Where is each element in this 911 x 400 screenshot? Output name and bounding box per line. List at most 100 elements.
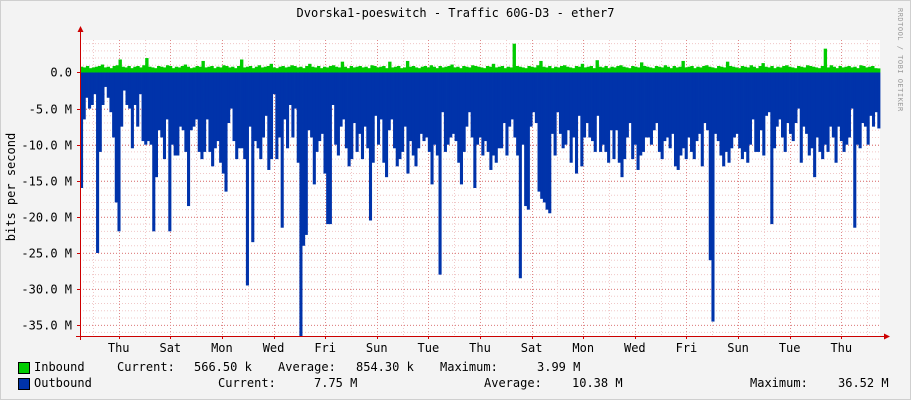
outbound-bar	[425, 72, 429, 138]
inbound-bar	[477, 66, 481, 73]
inbound-bar	[165, 65, 170, 73]
outbound-bar	[350, 72, 354, 160]
outbound-bar	[807, 72, 811, 156]
outbound-bar	[532, 72, 536, 113]
outbound-bar	[486, 72, 490, 152]
inbound-bar	[388, 61, 392, 73]
inbound-bar	[320, 68, 324, 73]
inbound-bar	[180, 65, 185, 73]
outbound-bar	[615, 72, 619, 131]
outbound-bar	[850, 72, 854, 109]
inbound-bar	[488, 66, 493, 73]
inbound-bar	[509, 67, 513, 73]
outbound-bar	[655, 72, 659, 124]
outbound-bar	[671, 72, 675, 134]
outbound-bar	[441, 72, 445, 113]
inbound-bar	[651, 68, 656, 73]
outbound-bar	[815, 72, 819, 138]
inbound-bar	[293, 65, 297, 73]
outbound-bar	[561, 72, 565, 149]
outbound-bar	[240, 72, 244, 149]
inbound-bar	[485, 65, 490, 73]
outbound-bar	[251, 72, 255, 243]
inbound-bar	[154, 68, 158, 73]
inbound-bar	[708, 66, 712, 73]
inbound-bar	[574, 65, 579, 73]
x-tick-label: Tue	[779, 341, 801, 355]
inbound-bar	[705, 65, 709, 73]
inbound-bar	[183, 64, 188, 73]
outbound-bar	[663, 72, 667, 142]
outbound-bar	[200, 72, 204, 160]
outbound-bar	[267, 72, 271, 170]
inbound-bar	[441, 67, 445, 73]
inbound-bar	[832, 66, 836, 73]
outbound-bar	[237, 72, 241, 149]
inbound-bar	[88, 68, 93, 73]
inbound-bar	[782, 65, 786, 73]
outbound-bar	[764, 72, 769, 116]
outbound-bar	[534, 72, 538, 124]
outbound-bar	[732, 72, 736, 138]
outbound-bar	[874, 72, 878, 113]
inbound-bar	[109, 68, 113, 73]
outbound-bar	[376, 72, 381, 145]
outbound-bar	[845, 72, 849, 145]
outbound-bar	[853, 72, 857, 228]
inbound-bar	[773, 68, 777, 73]
outbound-bar	[668, 72, 672, 149]
outbound-bar	[695, 72, 699, 142]
outbound-bar	[500, 72, 504, 149]
inbound-bar	[97, 65, 102, 73]
outbound-bar	[280, 72, 284, 228]
outbound-bar	[176, 72, 180, 156]
legend-row-outbound: Outbound Current: 7.75 M Average: 10.38 …	[0, 376, 911, 392]
outbound-bar	[299, 72, 303, 337]
outbound-bar	[323, 72, 327, 174]
outbound-bar	[617, 72, 621, 163]
x-tick-label: Fri	[676, 341, 698, 355]
outbound-bar	[465, 72, 469, 127]
inbound-bar	[394, 66, 398, 73]
outbound-bar	[743, 72, 747, 152]
outbound-bar	[478, 72, 482, 138]
inbound-bar	[634, 66, 638, 73]
inbound-bar	[817, 68, 822, 73]
outbound-bar	[842, 72, 846, 152]
outbound-bar	[540, 72, 544, 199]
inbound-bar	[802, 67, 807, 73]
outbound-bar	[789, 72, 793, 134]
inbound-bar	[642, 65, 647, 73]
inbound-bar	[198, 66, 202, 73]
inbound-bar	[136, 65, 140, 73]
inbound-bar	[687, 66, 691, 73]
outbound-bar	[703, 72, 707, 124]
inbound-bar	[814, 67, 819, 73]
inbound-bar	[637, 67, 641, 73]
outbound-bar	[778, 72, 782, 120]
outbound-bar	[518, 72, 522, 279]
inbound-bar	[512, 43, 516, 73]
outbound-bar	[665, 72, 670, 138]
outbound-bar	[192, 72, 196, 127]
outbound-bar	[607, 72, 611, 163]
inbound-bar	[764, 66, 768, 73]
inbound-bar	[284, 67, 288, 73]
inbound-bar	[841, 67, 845, 73]
outbound-swatch	[18, 378, 30, 390]
outbound-bar	[168, 72, 172, 232]
outbound-bar	[794, 72, 798, 124]
inbound-bar	[269, 63, 273, 73]
outbound-bar	[754, 72, 758, 152]
outbound-bar	[676, 72, 680, 170]
outbound-bar	[524, 72, 528, 207]
inbound-bar	[850, 67, 854, 73]
outbound-bar	[751, 72, 755, 120]
outbound-bar	[438, 72, 442, 275]
x-tick-label: Tue	[418, 341, 440, 355]
outbound-bar	[612, 72, 616, 160]
outbound-bar	[195, 72, 199, 120]
outbound-bar	[235, 72, 239, 160]
outbound-bar	[684, 72, 688, 160]
outbound-bar	[184, 72, 188, 152]
